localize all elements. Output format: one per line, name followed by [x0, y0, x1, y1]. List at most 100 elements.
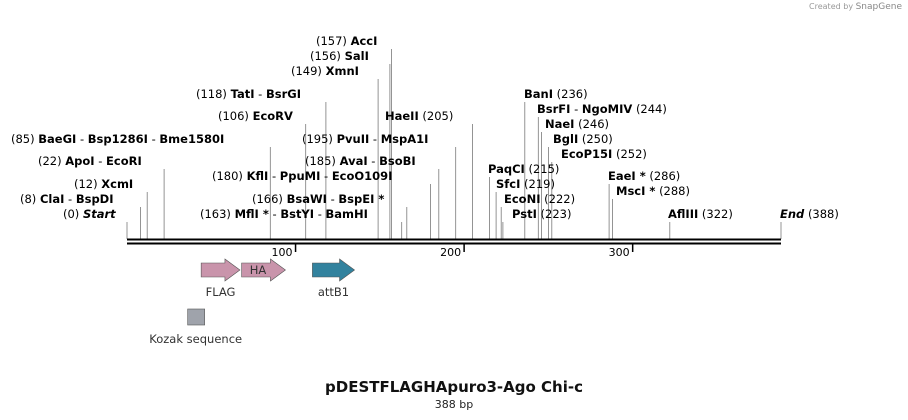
site-separator: - — [255, 87, 266, 101]
site-position: (22) — [38, 154, 62, 168]
enzyme-name[interactable]: BspEI * — [338, 192, 384, 206]
tick-label-300: 300 — [609, 246, 630, 259]
enzyme-name[interactable]: Bsp1286I — [88, 132, 148, 146]
snapgene-logo: SnapGene — [855, 2, 902, 12]
snapgene-credit: Created by SnapGene — [809, 2, 902, 12]
enzyme-name[interactable]: TatI — [231, 87, 255, 101]
enzyme-name[interactable]: MscI * — [616, 184, 655, 198]
feature-label-kozak: Kozak sequence — [149, 332, 242, 346]
enzyme-name[interactable]: NgoMIV — [582, 102, 632, 116]
site-label-bgli: BglI (250) — [553, 132, 613, 146]
enzyme-name[interactable]: BsaWI — [287, 192, 327, 206]
feature-attb1[interactable] — [312, 258, 356, 282]
scale-ticks: 100 200 300 — [272, 244, 634, 259]
site-position: (388) — [808, 207, 839, 221]
site-label-start: (0) Start — [63, 207, 116, 221]
enzyme-name[interactable]: AccI — [351, 34, 378, 48]
site-label-sfci: SfcI (219) — [496, 177, 555, 191]
site-separator: - — [268, 169, 279, 183]
enzyme-name[interactable]: SalI — [345, 49, 369, 63]
feature-ha[interactable] — [241, 258, 286, 282]
enzyme-name[interactable]: MspA1I — [381, 132, 429, 146]
enzyme-name[interactable]: BstYI — [280, 207, 314, 221]
dna-backbone — [127, 238, 781, 245]
enzyme-name[interactable]: EaeI * — [608, 169, 646, 183]
enzyme-name[interactable]: PvuII — [337, 132, 370, 146]
site-separator: - — [320, 169, 331, 183]
enzyme-name[interactable]: BamHI — [326, 207, 368, 221]
features: FLAG HA attB1 Kozak sequence — [149, 258, 356, 346]
enzyme-name[interactable]: XcmI — [101, 177, 133, 191]
site-position: (8) — [20, 192, 36, 206]
site-separator: - — [327, 192, 338, 206]
enzyme-name[interactable]: HaeII — [385, 109, 419, 123]
site-position: (223) — [541, 207, 572, 221]
site-label-afliii: AflIII (322) — [668, 207, 733, 221]
site-position: (156) — [310, 49, 341, 63]
site-label-pvuii: (195) PvuII - MspA1I — [302, 132, 428, 146]
enzyme-name[interactable]: PstI — [512, 207, 537, 221]
enzyme-name[interactable]: NaeI — [545, 117, 574, 131]
site-position: (163) — [200, 207, 231, 221]
site-label-tati: (118) TatI - BsrGI — [196, 87, 301, 101]
enzyme-name[interactable]: BanI — [524, 87, 553, 101]
site-separator: - — [570, 102, 581, 116]
enzyme-name[interactable]: EcoRI — [106, 154, 142, 168]
enzyme-name[interactable]: KflI — [247, 169, 269, 183]
enzyme-name[interactable]: Start — [83, 207, 116, 221]
plasmid-size: 388 bp — [434, 398, 474, 411]
enzyme-name[interactable]: EcoRV — [253, 109, 293, 123]
enzyme-name[interactable]: PaqCI — [488, 162, 525, 176]
feature-label-ha: HA — [250, 263, 267, 277]
enzyme-name[interactable]: ClaI — [40, 192, 64, 206]
site-position: (106) — [218, 109, 249, 123]
enzyme-name[interactable]: EcoO109I — [332, 169, 393, 183]
enzyme-name[interactable]: AflIII — [668, 207, 698, 221]
site-label-mfli: (163) MflI * - BstYI - BamHI — [200, 207, 368, 221]
enzyme-name[interactable]: BsrGI — [266, 87, 301, 101]
site-position: (250) — [582, 132, 613, 146]
enzyme-name[interactable]: EcoNI — [504, 192, 540, 206]
enzyme-name[interactable]: BglI — [553, 132, 578, 146]
site-label-ecop15i: EcoP15I (252) — [561, 147, 647, 161]
enzyme-name[interactable]: BsoBI — [379, 154, 416, 168]
enzyme-name[interactable]: SfcI — [496, 177, 520, 191]
enzyme-name[interactable]: End — [780, 207, 805, 221]
site-separator: - — [95, 154, 106, 168]
enzyme-name[interactable]: MflI * — [235, 207, 269, 221]
site-label-kfli: (180) KflI - PpuMI - EcoO109I — [212, 169, 392, 183]
site-position: (244) — [636, 102, 667, 116]
site-labels: (0) Start(8) ClaI - BspDI(12) XcmI(22) A… — [11, 34, 839, 221]
site-position: (185) — [305, 154, 336, 168]
site-label-end: End (388) — [780, 207, 839, 221]
enzyme-name[interactable]: BaeGI — [38, 132, 76, 146]
site-position: (252) — [616, 147, 647, 161]
site-label-baegi: (85) BaeGI - Bsp1286I - Bme1580I — [11, 132, 224, 146]
enzyme-name[interactable]: PpuMI — [280, 169, 321, 183]
enzyme-name[interactable]: ApoI — [65, 154, 94, 168]
plasmid-name: pDESTFLAGHApuro3-Ago Chi-c — [325, 378, 583, 396]
feature-kozak[interactable] — [187, 308, 205, 326]
enzyme-name[interactable]: BspDI — [76, 192, 114, 206]
enzyme-name[interactable]: XmnI — [326, 64, 359, 78]
site-position: (195) — [302, 132, 333, 146]
feature-flag[interactable] — [200, 258, 241, 282]
site-label-naei: NaeI (246) — [545, 117, 609, 131]
site-position: (157) — [316, 34, 347, 48]
tick-label-100: 100 — [272, 246, 293, 259]
tick-label-200: 200 — [440, 246, 461, 259]
site-separator: - — [148, 132, 159, 146]
site-label-sali: (156) SalI — [310, 49, 369, 63]
feature-label-attb1: attB1 — [318, 285, 349, 299]
site-label-ecorv: (106) EcoRV — [218, 109, 293, 123]
enzyme-name[interactable]: AvaI — [340, 154, 368, 168]
site-position: (322) — [702, 207, 733, 221]
credit-prefix: Created by — [809, 2, 854, 11]
enzyme-name[interactable]: EcoP15I — [561, 147, 612, 161]
enzyme-name[interactable]: BsrFI — [537, 102, 570, 116]
site-position: (149) — [291, 64, 322, 78]
enzyme-name[interactable]: Bme1580I — [159, 132, 224, 146]
site-label-psti: PstI (223) — [512, 207, 571, 221]
site-separator: - — [368, 154, 379, 168]
site-position: (205) — [422, 109, 453, 123]
